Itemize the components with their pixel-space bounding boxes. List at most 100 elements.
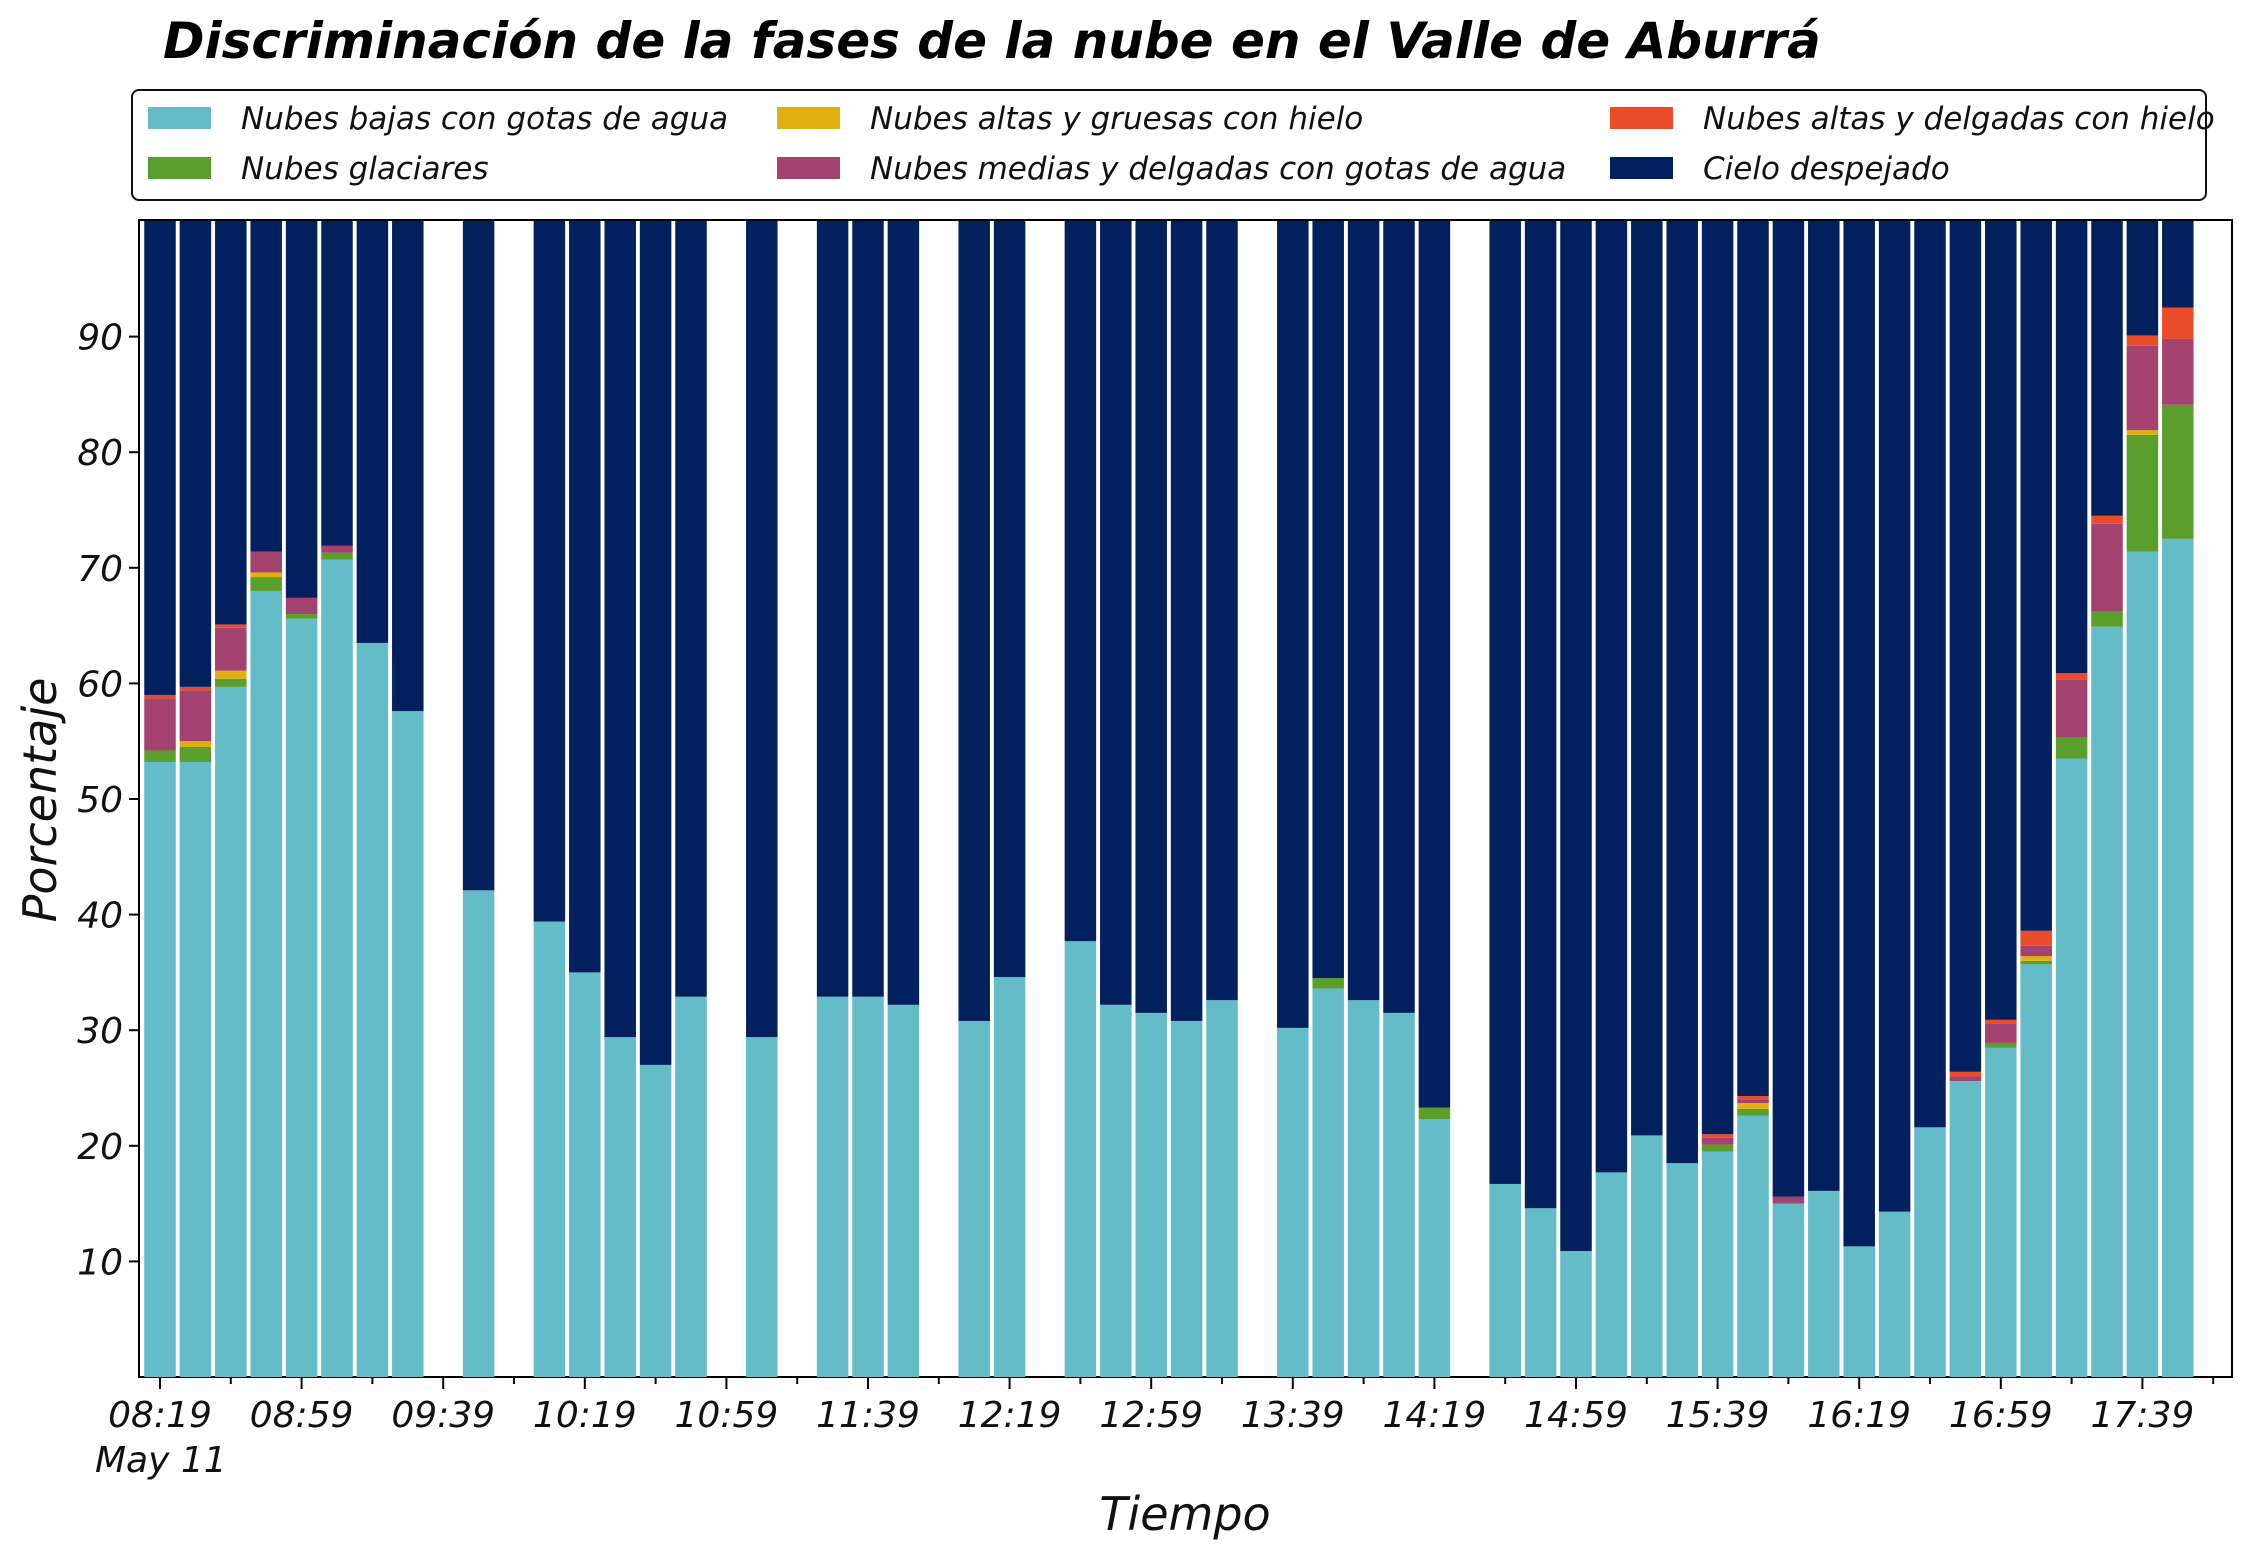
bar-segment-30-series-5 bbox=[1206, 221, 1238, 1001]
bar-segment-2-series-3 bbox=[215, 627, 247, 671]
bar-segment-33-series-5 bbox=[1312, 221, 1344, 979]
bar-segment-34-series-5 bbox=[1347, 221, 1380, 1001]
bar-segment-44-series-5 bbox=[1701, 221, 1734, 1135]
bar-segment-26-series-0 bbox=[1064, 941, 1097, 1377]
bar-segment-53-series-0 bbox=[2020, 964, 2052, 1377]
bar-segment-48-series-0 bbox=[1843, 1246, 1875, 1377]
bar-segment-4-series-5 bbox=[285, 221, 318, 598]
bar-segment-5-series-1 bbox=[321, 552, 353, 560]
bar-segment-45-series-4 bbox=[1737, 1096, 1769, 1100]
bar-segment-56-series-1 bbox=[2126, 434, 2159, 552]
x-axis-label: Tiempo bbox=[1099, 1487, 1270, 1541]
x-tick-label-12-19: 12:19 bbox=[958, 1395, 1062, 1436]
y-tick-label-30: 30 bbox=[77, 1011, 123, 1052]
bar-segment-50-series-5 bbox=[1914, 221, 1946, 1128]
bar-segment-17-series-0 bbox=[746, 1037, 778, 1377]
bar-segment-21-series-5 bbox=[887, 221, 920, 1005]
bar-segment-43-series-0 bbox=[1666, 1163, 1698, 1377]
bar-segment-39-series-5 bbox=[1524, 221, 1557, 1209]
bar-segment-57-series-1 bbox=[2162, 404, 2194, 539]
legend-label-0: Nubes bajas con gotas de agua bbox=[241, 101, 728, 137]
bar-segment-49-series-5 bbox=[1878, 221, 1911, 1212]
bar-segment-55-series-1 bbox=[2091, 611, 2123, 627]
bar-segment-53-series-3 bbox=[2020, 945, 2052, 957]
bar-segment-51-series-0 bbox=[1949, 1081, 1982, 1377]
bar-segment-44-series-3 bbox=[1701, 1137, 1734, 1145]
bar-segment-51-series-4 bbox=[1949, 1071, 1982, 1077]
bar-segment-27-series-0 bbox=[1100, 1004, 1132, 1377]
bar-segment-38-series-5 bbox=[1489, 221, 1521, 1184]
legend-label-4: Nubes altas y delgadas con hielo bbox=[1703, 101, 2215, 137]
bar-segment-20-series-0 bbox=[852, 996, 884, 1377]
bar-segment-5-series-3 bbox=[321, 545, 353, 553]
bar-segment-53-series-2 bbox=[2020, 956, 2052, 961]
legend: Nubes bajas con gotas de agua Nubes glaci… bbox=[131, 89, 2215, 201]
bar-segment-12-series-5 bbox=[569, 221, 601, 973]
legend-swatch-2 bbox=[777, 107, 840, 129]
bar-segment-3-series-2 bbox=[250, 572, 282, 578]
bar-segment-17-series-5 bbox=[746, 221, 778, 1038]
bar-segment-15-series-5 bbox=[675, 221, 707, 997]
bar-segment-32-series-5 bbox=[1277, 221, 1309, 1028]
x-tick-label-16-19: 16:19 bbox=[1807, 1395, 1911, 1436]
bar-segment-45-series-0 bbox=[1737, 1115, 1769, 1377]
bar-segment-27-series-5 bbox=[1100, 221, 1132, 1005]
bar-segment-52-series-4 bbox=[1985, 1019, 2017, 1024]
bar-segment-0-series-0 bbox=[144, 762, 176, 1377]
y-tick-label-70: 70 bbox=[77, 549, 123, 590]
bar-segment-0-series-3 bbox=[144, 698, 176, 751]
bar-segment-23-series-5 bbox=[958, 221, 990, 1021]
bar-segment-19-series-5 bbox=[816, 221, 849, 997]
bar-segment-0-series-5 bbox=[144, 221, 176, 695]
bar-segment-4-series-3 bbox=[285, 597, 318, 615]
bar-segment-48-series-5 bbox=[1843, 221, 1875, 1247]
bar-segment-54-series-0 bbox=[2055, 758, 2088, 1377]
y-tick-label-90: 90 bbox=[77, 318, 123, 359]
bar-segment-11-series-0 bbox=[533, 921, 566, 1377]
bar-segment-14-series-5 bbox=[639, 221, 672, 1065]
bar-segment-6-series-0 bbox=[356, 642, 389, 1377]
x-tick-label-15-39: 15:39 bbox=[1666, 1395, 1770, 1436]
bar-segment-1-series-0 bbox=[179, 762, 212, 1377]
bar-segment-29-series-5 bbox=[1170, 221, 1203, 1021]
bar-segment-52-series-3 bbox=[1985, 1023, 2017, 1043]
x-tick-label-09-39: 09:39 bbox=[391, 1395, 495, 1436]
bar-segment-47-series-0 bbox=[1808, 1190, 1840, 1377]
bar-segment-45-series-3 bbox=[1737, 1099, 1769, 1104]
bar-segment-56-series-5 bbox=[2126, 221, 2159, 336]
bar-segment-12-series-0 bbox=[569, 972, 601, 1377]
bar-segment-28-series-0 bbox=[1135, 1012, 1167, 1377]
bar-segment-54-series-4 bbox=[2055, 673, 2088, 680]
bar-segment-0-series-1 bbox=[144, 750, 176, 763]
bar-segment-7-series-0 bbox=[392, 711, 424, 1377]
bar-segment-21-series-0 bbox=[887, 1004, 920, 1377]
bar-segment-13-series-0 bbox=[604, 1037, 636, 1377]
bar-segment-4-series-0 bbox=[285, 618, 318, 1377]
bar-segment-41-series-0 bbox=[1595, 1172, 1628, 1377]
legend-label-1: Nubes glaciares bbox=[241, 151, 489, 187]
bar-segment-3-series-0 bbox=[250, 590, 282, 1377]
bar-segment-13-series-5 bbox=[604, 221, 636, 1038]
bar-segment-51-series-5 bbox=[1949, 221, 1982, 1072]
y-tick-label-60: 60 bbox=[77, 664, 123, 705]
bar-segment-54-series-5 bbox=[2055, 221, 2088, 673]
bar-segment-57-series-0 bbox=[2162, 538, 2194, 1377]
chart-title: Discriminación de la fases de la nube en… bbox=[163, 12, 1821, 70]
x-tick-label-08-19: 08:19 bbox=[108, 1395, 212, 1436]
bar-segment-52-series-0 bbox=[1985, 1047, 2017, 1377]
bar-segment-57-series-4 bbox=[2162, 307, 2194, 339]
bar-segment-33-series-1 bbox=[1312, 978, 1344, 989]
bar-segment-53-series-4 bbox=[2020, 930, 2052, 946]
bar-segment-49-series-0 bbox=[1878, 1211, 1911, 1377]
bar-segment-28-series-5 bbox=[1135, 221, 1167, 1013]
bar-segment-1-series-1 bbox=[179, 746, 212, 763]
bar-segment-43-series-5 bbox=[1666, 221, 1698, 1164]
bar-segment-56-series-2 bbox=[2126, 430, 2159, 435]
bar-segment-35-series-5 bbox=[1383, 221, 1415, 1013]
bar-segment-2-series-4 bbox=[215, 624, 247, 628]
bar-segment-55-series-5 bbox=[2091, 221, 2123, 516]
bar-segment-44-series-1 bbox=[1701, 1144, 1734, 1152]
bar-segment-53-series-1 bbox=[2020, 960, 2052, 965]
bar-segment-52-series-1 bbox=[1985, 1042, 2017, 1048]
